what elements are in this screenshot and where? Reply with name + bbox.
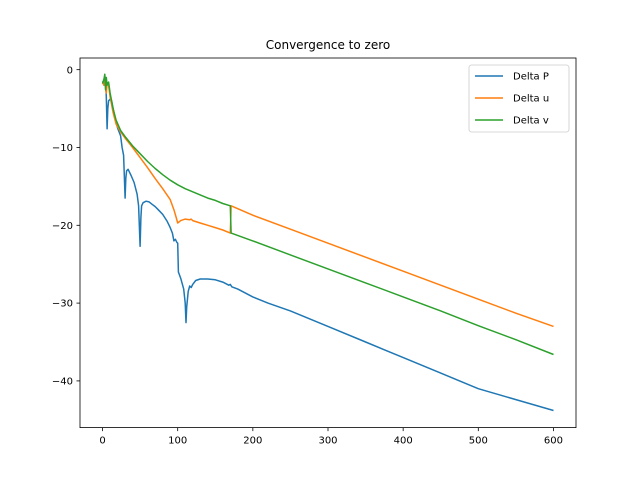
x-tick-label: 0 — [99, 436, 105, 447]
chart-title: Convergence to zero — [266, 38, 391, 52]
y-tick-label: −40 — [52, 377, 73, 388]
legend-label: Delta u — [513, 94, 549, 105]
legend-label: Delta v — [513, 116, 549, 127]
y-tick-label: −10 — [52, 143, 73, 154]
x-tick-label: 600 — [544, 436, 563, 447]
x-axis: 0 100 200 300 400 500 600 — [99, 427, 563, 447]
y-tick-label: −20 — [52, 221, 73, 232]
x-tick-label: 100 — [168, 436, 187, 447]
series-line-3 — [101, 73, 554, 356]
x-tick-label: 400 — [394, 436, 413, 447]
legend: Delta P Delta u Delta v — [468, 64, 570, 133]
series-line-1 — [101, 76, 554, 412]
x-tick-label: 500 — [469, 436, 488, 447]
x-tick-label: 200 — [243, 436, 262, 447]
legend-label: Delta P — [513, 72, 549, 83]
y-tick-label: −30 — [52, 299, 73, 310]
y-tick-label: 0 — [67, 65, 73, 76]
x-tick-label: 300 — [318, 436, 337, 447]
legend-box — [468, 64, 570, 133]
y-axis: 0 −10 −20 −30 −40 — [52, 65, 80, 388]
series-layer — [101, 73, 554, 412]
